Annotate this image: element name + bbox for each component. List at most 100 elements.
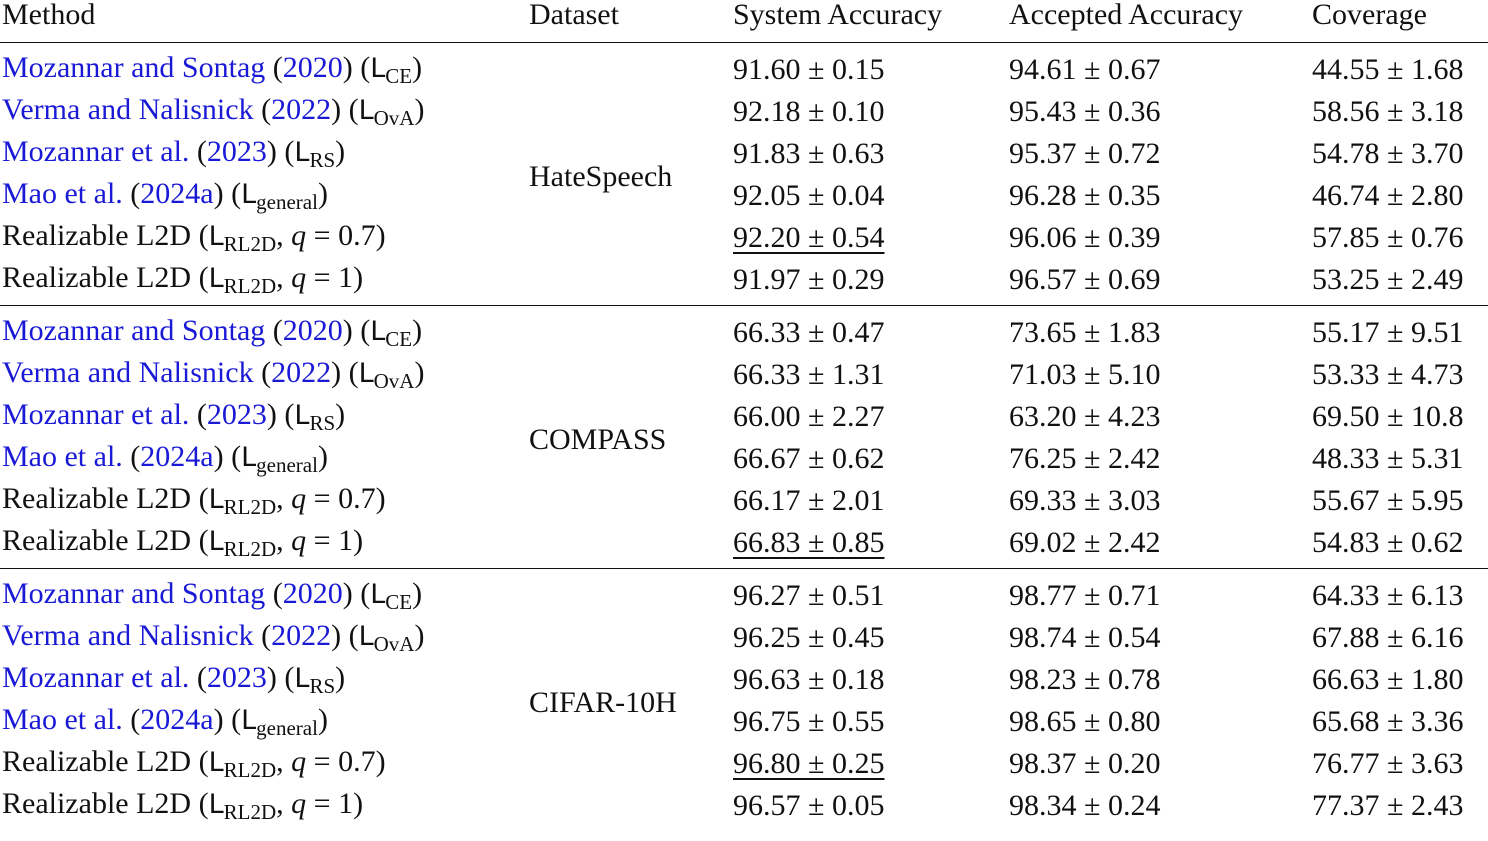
system-accuracy-cell: 96.63 ± 0.18 xyxy=(731,659,1007,701)
citation-year-link[interactable]: 2024a xyxy=(140,177,214,210)
q-value: 1 xyxy=(338,261,354,294)
citation-link[interactable]: Verma and Nalisnick xyxy=(2,619,254,652)
loss-symbol: L xyxy=(370,579,386,610)
coverage-cell-value: 76.77 ± 3.63 xyxy=(1312,747,1464,780)
method-cell: Mao et al. (2024a) (Lgeneral) xyxy=(2,703,328,740)
system-accuracy-cell-value: 66.17 ± 2.01 xyxy=(733,484,885,517)
citation-link[interactable]: Verma and Nalisnick xyxy=(2,356,254,389)
citation-year-link[interactable]: 2023 xyxy=(206,661,267,694)
dataset-group: Mozannar and Sontag (2020) (LCE) CIFAR-10… xyxy=(0,568,1488,831)
accepted-accuracy-cell: 71.03 ± 5.10 xyxy=(1007,354,1310,396)
system-accuracy-cell-value: 96.75 ± 0.55 xyxy=(733,705,885,738)
system-accuracy-cell-value: 66.67 ± 0.62 xyxy=(733,442,885,475)
header-method: Method xyxy=(0,0,527,43)
accepted-accuracy-cell-value: 69.33 ± 3.03 xyxy=(1009,484,1161,517)
system-accuracy-cell-value: 91.60 ± 0.15 xyxy=(733,53,885,86)
loss-subscript: general xyxy=(256,190,318,214)
system-accuracy-cell-value: 96.80 ± 0.25 xyxy=(733,747,885,780)
method-cell: Mozannar et al. (2023) (LRS) xyxy=(2,398,346,435)
system-accuracy-cell-value: 96.27 ± 0.51 xyxy=(733,579,885,612)
loss-subscript: RL2D xyxy=(223,758,277,782)
system-accuracy-cell: 91.60 ± 0.15 xyxy=(731,43,1007,92)
loss-symbol: L xyxy=(358,621,374,652)
accepted-accuracy-cell: 96.57 ± 0.69 xyxy=(1007,259,1310,306)
system-accuracy-cell: 66.83 ± 0.85 xyxy=(731,522,1007,569)
accepted-accuracy-cell-value: 95.43 ± 0.36 xyxy=(1009,95,1161,128)
dataset-group: Mozannar and Sontag (2020) (LCE) HateSpee… xyxy=(0,43,1488,306)
coverage-cell-value: 53.25 ± 2.49 xyxy=(1312,263,1464,296)
citation-year-link[interactable]: 2022 xyxy=(271,93,332,126)
citation-year-link[interactable]: 2023 xyxy=(206,398,267,431)
accepted-accuracy-cell: 98.34 ± 0.24 xyxy=(1007,785,1310,831)
accepted-accuracy-cell: 98.74 ± 0.54 xyxy=(1007,617,1310,659)
system-accuracy-cell: 96.57 ± 0.05 xyxy=(731,785,1007,831)
method-cell: Realizable L2D (LRL2D, q = 0.7) xyxy=(2,745,386,782)
table-row: Mao et al. (2024a) (Lgeneral) 66.67 ± 0.6… xyxy=(0,438,1488,480)
loss-subscript: general xyxy=(256,716,318,740)
system-accuracy-cell-value: 91.97 ± 0.29 xyxy=(733,263,885,296)
loss-symbol: L xyxy=(370,316,386,347)
loss-symbol: L xyxy=(370,53,386,84)
accepted-accuracy-cell-value: 98.34 ± 0.24 xyxy=(1009,789,1161,822)
table-row: Realizable L2D (LRL2D, q = 1) 91.97 ± 0.2… xyxy=(0,259,1488,306)
citation-year-link[interactable]: 2024a xyxy=(140,703,214,736)
citation-link[interactable]: Mao et al. xyxy=(2,440,123,473)
q-variable: q xyxy=(291,261,307,294)
coverage-cell-value: 58.56 ± 3.18 xyxy=(1312,95,1464,128)
citation-year-link[interactable]: 2020 xyxy=(282,577,343,610)
coverage-cell: 67.88 ± 6.16 xyxy=(1310,617,1488,659)
citation-year-link[interactable]: 2020 xyxy=(282,314,343,347)
coverage-cell-value: 55.17 ± 9.51 xyxy=(1312,316,1464,349)
citation-link[interactable]: Mozannar and Sontag xyxy=(2,51,266,84)
loss-symbol: L xyxy=(208,526,224,557)
coverage-cell-value: 66.63 ± 1.80 xyxy=(1312,663,1464,696)
system-accuracy-cell-value: 66.00 ± 2.27 xyxy=(733,400,885,433)
accepted-accuracy-cell: 69.02 ± 2.42 xyxy=(1007,522,1310,569)
coverage-cell-value: 44.55 ± 1.68 xyxy=(1312,53,1464,86)
coverage-cell: 54.83 ± 0.62 xyxy=(1310,522,1488,569)
citation-year-link[interactable]: 2023 xyxy=(206,135,267,168)
loss-subscript: OvA xyxy=(373,369,415,393)
coverage-cell: 54.78 ± 3.70 xyxy=(1310,133,1488,175)
q-variable: q xyxy=(291,524,307,557)
accepted-accuracy-cell: 95.43 ± 0.36 xyxy=(1007,91,1310,133)
citation-link[interactable]: Mozannar et al. xyxy=(2,398,190,431)
method-cell: Realizable L2D (LRL2D, q = 1) xyxy=(2,524,364,561)
header-system-accuracy: System Accuracy xyxy=(731,0,1007,43)
table-row: Mozannar and Sontag (2020) (LCE) COMPASS 6… xyxy=(0,305,1488,569)
loss-symbol: L xyxy=(208,484,224,515)
method-cell: Mozannar and Sontag (2020) (LCE) xyxy=(0,305,527,354)
system-accuracy-cell-value: 92.18 ± 0.10 xyxy=(733,95,885,128)
citation-link[interactable]: Mao et al. xyxy=(2,703,123,736)
accepted-accuracy-cell-value: 98.37 ± 0.20 xyxy=(1009,747,1161,780)
citation-year-link[interactable]: 2020 xyxy=(282,51,343,84)
citation-link[interactable]: Mozannar et al. xyxy=(2,661,190,694)
system-accuracy-cell-value: 91.83 ± 0.63 xyxy=(733,137,885,170)
citation-link[interactable]: Mozannar and Sontag xyxy=(2,577,266,610)
q-value: 1 xyxy=(338,787,354,820)
loss-subscript: OvA xyxy=(373,106,415,130)
citation-year-link[interactable]: 2024a xyxy=(140,440,214,473)
coverage-cell-value: 46.74 ± 2.80 xyxy=(1312,179,1464,212)
loss-subscript: RL2D xyxy=(223,232,277,256)
coverage-cell: 65.68 ± 3.36 xyxy=(1310,701,1488,743)
system-accuracy-cell: 66.00 ± 2.27 xyxy=(731,396,1007,438)
q-value: 0.7 xyxy=(338,482,376,515)
system-accuracy-cell-value: 66.83 ± 0.85 xyxy=(733,526,885,559)
method-cell: Verma and Nalisnick (2022) (LOvA) xyxy=(2,93,425,130)
method-cell: Mao et al. (2024a) (Lgeneral) xyxy=(2,177,328,214)
coverage-cell: 53.25 ± 2.49 xyxy=(1310,259,1488,306)
coverage-cell-value: 77.37 ± 2.43 xyxy=(1312,789,1464,822)
coverage-cell: 58.56 ± 3.18 xyxy=(1310,91,1488,133)
system-accuracy-cell: 66.33 ± 1.31 xyxy=(731,354,1007,396)
citation-year-link[interactable]: 2022 xyxy=(271,356,332,389)
table-row: Realizable L2D (LRL2D, q = 1) 96.57 ± 0.0… xyxy=(0,785,1488,831)
citation-link[interactable]: Mozannar and Sontag xyxy=(2,314,266,347)
method-cell: Verma and Nalisnick (2022) (LOvA) xyxy=(2,619,425,656)
citation-link[interactable]: Mozannar et al. xyxy=(2,135,190,168)
citation-year-link[interactable]: 2022 xyxy=(271,619,332,652)
method-name: Realizable L2D xyxy=(2,524,192,557)
citation-link[interactable]: Mao et al. xyxy=(2,177,123,210)
citation-link[interactable]: Verma and Nalisnick xyxy=(2,93,254,126)
loss-subscript: RL2D xyxy=(223,274,277,298)
